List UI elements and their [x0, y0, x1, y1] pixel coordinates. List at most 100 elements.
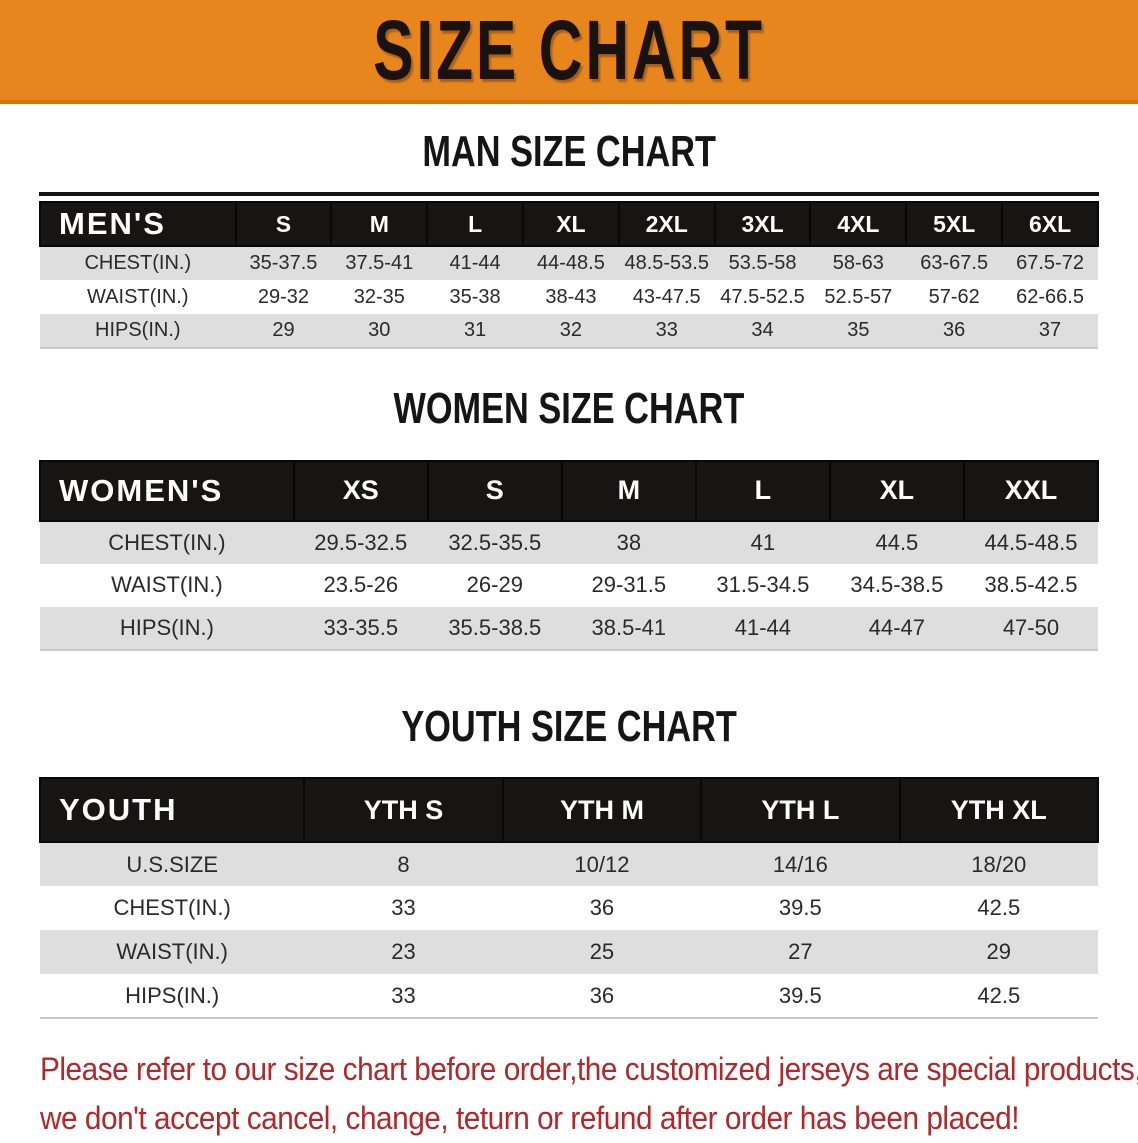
value-cell: 29-31.5	[591, 572, 667, 598]
size-header-cell: YTH XL	[898, 777, 1100, 844]
table-row: HIPS(IN.) 29 30 31 32 33 34 35 36 37	[40, 314, 1098, 349]
size-chart-banner: SIZE CHART	[0, 0, 1138, 104]
size-header-cell: L	[426, 201, 524, 248]
size-header-cell: S	[234, 201, 333, 248]
row-label-cell: HIPS(IN.)	[95, 319, 181, 342]
value-cell: 31.5-34.5	[716, 572, 810, 598]
value-cell: 23	[391, 939, 416, 965]
value-cell: 39.5	[778, 895, 822, 921]
value-cell: 37.5-41	[345, 252, 414, 275]
value-cell: 14/16	[772, 851, 828, 877]
value-cell: 29.5-32.5	[314, 529, 408, 555]
value-cell: 31	[463, 319, 487, 342]
value-cell: 25	[589, 939, 615, 965]
value-cell: 47.5-52.5	[720, 285, 805, 308]
value-cell: 29	[986, 939, 1012, 965]
men-size-table: MEN'S S M L XL 2XL 3XL 4XL 5XL 6XL CHEST(IN.) 35-37…	[39, 201, 1099, 350]
value-cell: 42.5	[977, 982, 1021, 1008]
size-header-cell: M	[560, 459, 697, 522]
size-header-cell: 3XL	[713, 201, 812, 248]
value-cell: 35-38	[449, 285, 501, 308]
value-cell: 44.5-48.5	[984, 529, 1078, 555]
row-label-cell: CHEST(IN.)	[113, 895, 231, 921]
size-header-cell: 5XL	[905, 201, 1004, 248]
men-section-title: MAN SIZE CHART	[0, 104, 1138, 176]
value-cell: 57-62	[928, 285, 980, 308]
value-cell: 32	[559, 319, 583, 342]
table-header-row: MEN'S S M L XL 2XL 3XL 4XL 5XL 6XL	[39, 201, 1099, 248]
men-section-title-text: MAN SIZE CHART	[422, 127, 716, 176]
row-label-cell: WAIST(IN.)	[111, 572, 223, 598]
value-cell: 27	[788, 939, 813, 965]
value-cell: 37	[1038, 319, 1062, 342]
value-cell: 35.5-38.5	[448, 614, 542, 640]
table-row: WAIST(IN.) 29-32 32-35 35-38 38-43 43-47.5 47.…	[40, 280, 1098, 315]
size-header-cell: 4XL	[809, 201, 908, 248]
banner-title: SIZE CHART	[373, 3, 765, 97]
value-cell: 29	[272, 319, 295, 342]
row-label-cell: CHEST(IN.)	[84, 252, 192, 275]
value-cell: 41-44	[734, 614, 791, 640]
value-cell: 29-32	[257, 285, 310, 308]
value-cell: 38.5-41	[591, 614, 667, 640]
value-cell: 36	[589, 982, 615, 1008]
value-cell: 33	[655, 319, 678, 342]
value-cell: 52.5-57	[824, 285, 893, 308]
size-header-cell: 2XL	[617, 201, 716, 248]
value-cell: 10/12	[574, 851, 630, 877]
value-cell: 44-47	[868, 614, 926, 640]
youth-size-section: YOUTH SIZE CHART YOUTH YTH S YTH M YTH L YTH…	[0, 651, 1138, 1020]
size-header-cell: XL	[828, 459, 965, 522]
value-cell: 48.5-53.5	[624, 252, 709, 275]
size-header-cell: L	[694, 459, 831, 522]
table-header-row: YOUTH YTH S YTH M YTH L YTH XL	[38, 777, 1100, 844]
row-label-cell: WAIST(IN.)	[87, 285, 189, 308]
disclaimer: Please refer to our size chart before or…	[40, 1045, 1138, 1143]
men-size-section: MAN SIZE CHART MEN'S S M L XL 2XL 3XL 4XL 5XL 6XL…	[0, 104, 1138, 350]
row-label-cell: CHEST(IN.)	[108, 529, 226, 555]
size-header-cell: S	[426, 459, 563, 522]
value-cell: 44.5	[875, 529, 919, 555]
size-header-cell: YTH M	[501, 777, 703, 844]
women-size-table-wrap: WOMEN'S XS S M L XL XXL CHEST(IN.) 29.5-32.5 32.5…	[39, 459, 1100, 651]
value-cell: 38	[616, 529, 642, 555]
youth-size-table: YOUTH YTH S YTH M YTH L YTH XL U.S.SIZE 8 10/12…	[38, 777, 1100, 1020]
table-row: CHEST(IN.) 35-37.5 37.5-41 41-44 44-48.5 48.5…	[40, 246, 1098, 281]
table-title-cell: YOUTH	[38, 777, 306, 844]
value-cell: 18/20	[971, 851, 1027, 877]
row-label-cell: U.S.SIZE	[126, 851, 218, 877]
value-cell: 39.5	[778, 982, 822, 1008]
size-header-cell: YTH L	[700, 777, 901, 844]
size-header-cell: M	[330, 201, 429, 248]
value-cell: 8	[397, 851, 410, 877]
value-cell: 42.5	[977, 895, 1021, 921]
value-cell: 41	[750, 529, 776, 555]
row-label-cell: HIPS(IN.)	[119, 614, 214, 640]
disclaimer-line-1: Please refer to our size chart before or…	[40, 1051, 1138, 1088]
table-row: WAIST(IN.) 23 25 27 29	[40, 930, 1098, 975]
table-title-cell: WOMEN'S	[39, 459, 295, 522]
women-size-table: WOMEN'S XS S M L XL XXL CHEST(IN.) 29.5-32.5 32.5…	[39, 459, 1100, 651]
value-cell: 67.5-72	[1016, 252, 1084, 275]
youth-section-title-text: YOUTH SIZE CHART	[401, 701, 737, 751]
table-header-row: WOMEN'S XS S M L XL XXL	[39, 459, 1100, 522]
table-row: U.S.SIZE 8 10/12 14/16 18/20	[40, 842, 1098, 887]
value-cell: 35-37.5	[249, 252, 318, 275]
value-cell: 35	[847, 319, 870, 342]
value-cell: 53.5-58	[728, 252, 797, 275]
men-size-table-wrap: MEN'S S M L XL 2XL 3XL 4XL 5XL 6XL CHEST(IN.) 35-37…	[39, 192, 1099, 350]
women-section-title-text: WOMEN SIZE CHART	[393, 384, 745, 434]
value-cell: 38.5-42.5	[984, 572, 1078, 598]
table-title-cell: MEN'S	[39, 201, 237, 248]
value-cell: 33	[391, 895, 416, 921]
table-row: HIPS(IN.) 33-35.5 35.5-38.5 38.5-41 41-44 44-…	[40, 606, 1098, 650]
table-row: WAIST(IN.) 23.5-26 26-29 29-31.5 31.5-34.5 34…	[40, 563, 1098, 607]
value-cell: 36	[589, 895, 615, 921]
value-cell: 32-35	[353, 285, 405, 308]
youth-size-table-wrap: YOUTH YTH S YTH M YTH L YTH XL U.S.SIZE 8 10/12…	[38, 777, 1100, 1020]
value-cell: 38-43	[545, 285, 597, 308]
women-size-section: WOMEN SIZE CHART WOMEN'S XS S M L XL XXL CHEST(…	[0, 349, 1138, 651]
value-cell: 23.5-26	[323, 572, 399, 598]
size-header-cell: XS	[292, 459, 429, 522]
value-cell: 36	[943, 319, 966, 342]
